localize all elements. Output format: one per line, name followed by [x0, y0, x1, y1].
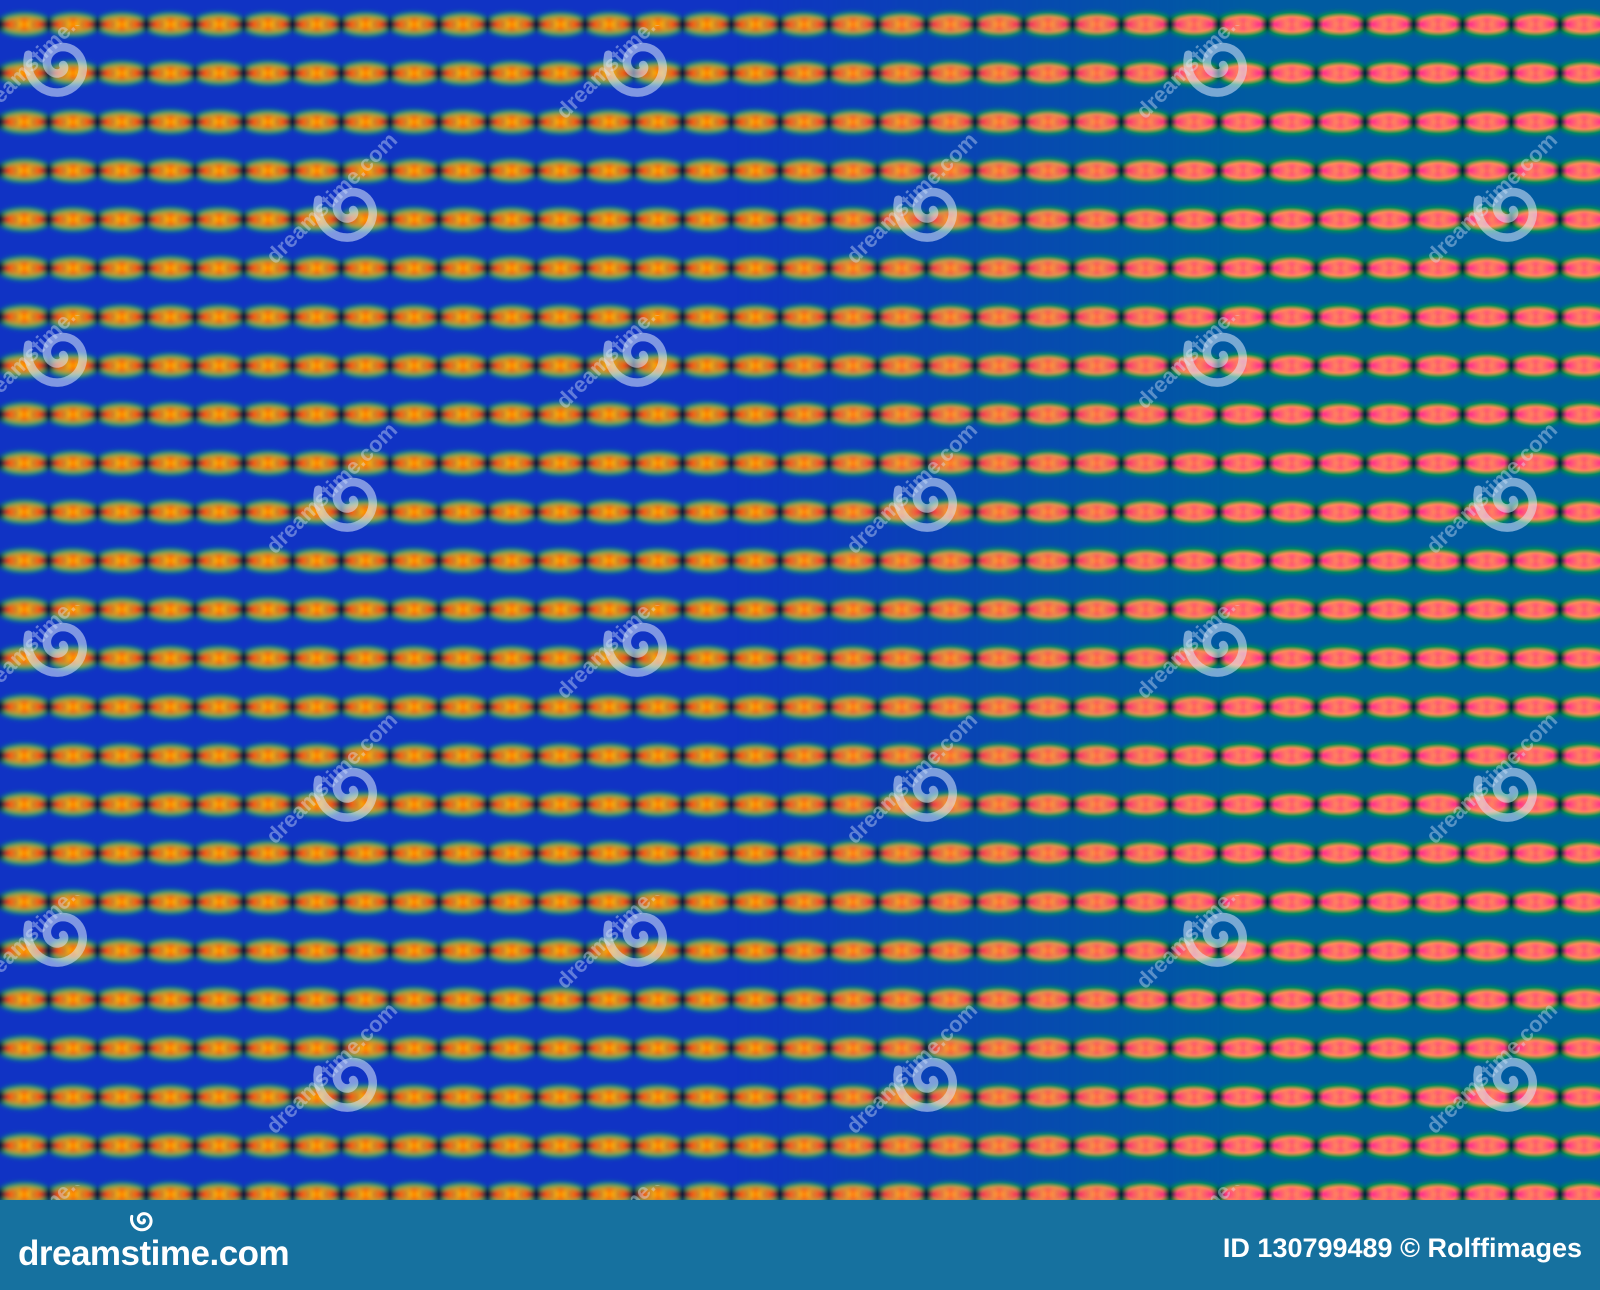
svg-text:ID 130799489 © Rolffimages: ID 130799489 © Rolffimages [1223, 1233, 1582, 1263]
svg-text:dreamstime.com: dreamstime.com [18, 1234, 289, 1273]
